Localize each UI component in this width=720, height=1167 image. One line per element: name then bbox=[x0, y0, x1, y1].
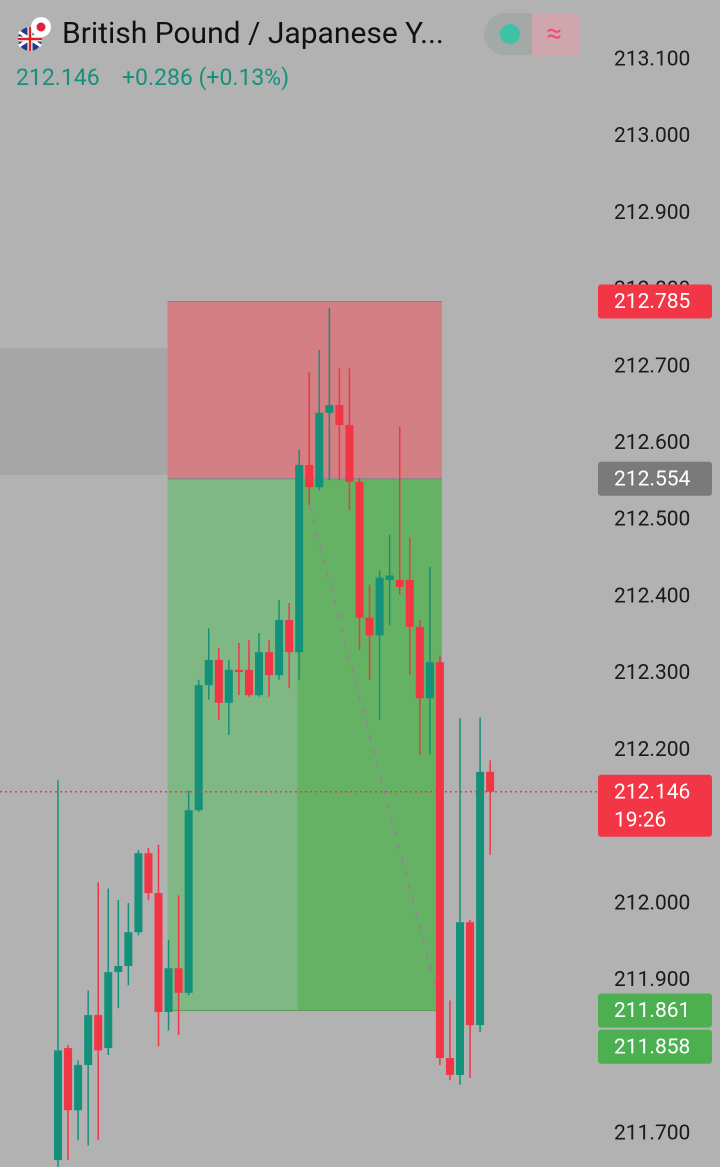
candle-body bbox=[305, 464, 314, 488]
candle-body bbox=[184, 810, 193, 993]
trend-line bbox=[308, 504, 441, 1004]
candle-body bbox=[114, 965, 123, 973]
currency-flags bbox=[18, 17, 51, 51]
candle-body bbox=[315, 412, 324, 488]
candle-body bbox=[385, 575, 394, 581]
zone bbox=[0, 348, 181, 475]
candle-body bbox=[405, 580, 414, 627]
candle-body bbox=[476, 771, 485, 1026]
indicator-toggle[interactable]: ≈ bbox=[484, 13, 580, 55]
header: British Pound / Japanese Y... 212.146 +0… bbox=[16, 13, 580, 91]
candle-body bbox=[435, 662, 444, 1059]
candle-body bbox=[285, 619, 294, 653]
candle-body bbox=[486, 771, 495, 792]
candle-body bbox=[425, 662, 434, 699]
last-price: 212.146 bbox=[16, 64, 100, 91]
candle-body bbox=[355, 481, 364, 618]
candle-body bbox=[124, 932, 133, 966]
candle-body bbox=[84, 1015, 93, 1065]
y-tick-label: 212.300 bbox=[614, 661, 690, 685]
candle-body bbox=[214, 659, 223, 703]
candle-body bbox=[134, 853, 143, 933]
y-tick-label: 212.900 bbox=[614, 201, 690, 225]
candle-body bbox=[104, 972, 113, 1049]
marker-tag-bg bbox=[598, 1029, 712, 1064]
candle-body bbox=[335, 405, 344, 426]
y-tick-label: 212.500 bbox=[614, 508, 690, 532]
candle-body bbox=[54, 1050, 62, 1161]
candle-body bbox=[234, 669, 243, 673]
plot-area: 213.100213.000212.900212.800212.700212.6… bbox=[0, 47, 712, 1167]
indicator-icon[interactable]: ≈ bbox=[546, 16, 562, 49]
candle-body bbox=[204, 659, 213, 686]
y-tick-label: 213.100 bbox=[614, 47, 690, 71]
candle-body bbox=[144, 853, 153, 894]
entry-tag: 212.554 bbox=[614, 467, 691, 491]
y-tick-label: 213.000 bbox=[614, 124, 690, 148]
y-tick-label: 212.700 bbox=[614, 354, 690, 378]
y-tick-label: 212.200 bbox=[614, 738, 690, 762]
candle-body bbox=[154, 893, 163, 1013]
symbol-title: British Pound / Japanese Y... bbox=[62, 16, 444, 51]
candle-body bbox=[375, 577, 384, 636]
stop-zone bbox=[167, 301, 442, 479]
candle-body bbox=[94, 1015, 103, 1051]
candle-body bbox=[445, 1058, 454, 1075]
candle-body bbox=[224, 669, 233, 703]
candle-body bbox=[456, 922, 464, 1075]
target-tag-bg bbox=[598, 993, 712, 1028]
candle-body bbox=[415, 626, 424, 699]
candle-body bbox=[244, 669, 253, 696]
y-tick-label: 212.000 bbox=[614, 891, 690, 915]
candle-body bbox=[345, 425, 354, 482]
stop-tag: 212.785 bbox=[614, 290, 690, 314]
y-tick-label: 212.400 bbox=[614, 584, 690, 608]
price-change: +0.286 (+0.13%) bbox=[122, 64, 289, 91]
stop-tag-bg bbox=[598, 284, 712, 319]
current-tag: 212.146 bbox=[614, 780, 690, 804]
target-zone-active bbox=[297, 478, 442, 1011]
candle-body bbox=[395, 580, 404, 587]
marker-tag: 211.858 bbox=[614, 1035, 690, 1059]
candle-body bbox=[194, 685, 203, 811]
y-tick-label: 211.900 bbox=[614, 968, 690, 992]
y-tick-label: 212.600 bbox=[614, 431, 690, 455]
candle-body bbox=[275, 619, 284, 676]
candle-body bbox=[74, 1064, 83, 1111]
candle-body bbox=[64, 1048, 73, 1111]
candle-body bbox=[325, 405, 334, 413]
candle-body bbox=[295, 464, 304, 653]
countdown: 19:26 bbox=[614, 808, 666, 832]
target-tag: 211.861 bbox=[614, 999, 690, 1023]
entry-tag-bg bbox=[598, 461, 712, 496]
candle-body bbox=[255, 652, 263, 696]
y-tick-label: 211.700 bbox=[614, 1122, 690, 1146]
candle-body bbox=[365, 617, 374, 636]
candle-body bbox=[164, 968, 173, 1013]
candle-body bbox=[174, 968, 183, 993]
candle-body bbox=[265, 652, 274, 676]
current-tag-bg bbox=[598, 774, 712, 837]
candle-body bbox=[466, 922, 475, 1026]
